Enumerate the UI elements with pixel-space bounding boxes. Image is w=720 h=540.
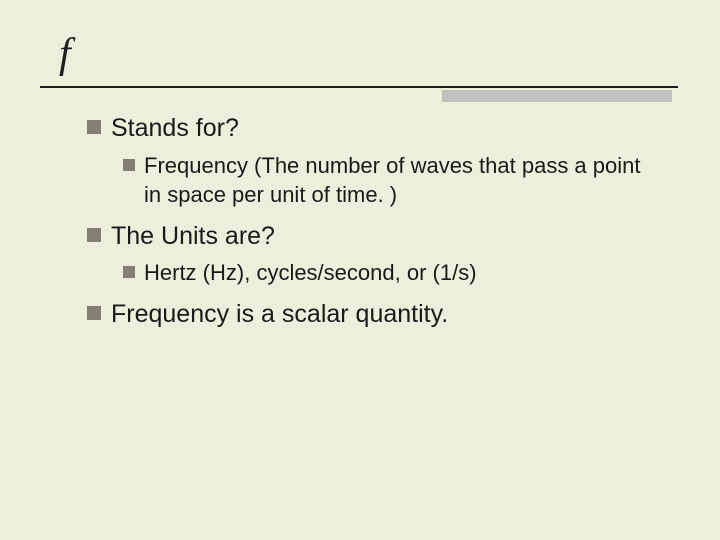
title-underline	[55, 86, 670, 90]
bullet-text: Stands for?	[111, 112, 239, 145]
bullet-text: Hertz (Hz), cycles/second, or (1/s)	[144, 258, 477, 288]
bullet-marker-icon	[123, 159, 135, 171]
slide-title: f	[55, 30, 670, 78]
bullet-item: The Units are?	[87, 220, 650, 253]
bullet-item: Hertz (Hz), cycles/second, or (1/s)	[123, 258, 650, 288]
slide-content: Stands for? Frequency (The number of wav…	[55, 112, 670, 331]
bullet-marker-icon	[87, 228, 101, 242]
bullet-marker-icon	[87, 120, 101, 134]
bullet-text: Frequency is a scalar quantity.	[111, 298, 448, 331]
underline-main	[40, 86, 678, 88]
bullet-text: The Units are?	[111, 220, 275, 253]
bullet-marker-icon	[87, 306, 101, 320]
underline-accent	[442, 90, 672, 102]
bullet-item: Frequency is a scalar quantity.	[87, 298, 650, 331]
slide-container: f Stands for? Frequency (The number of w…	[0, 0, 720, 540]
bullet-marker-icon	[123, 266, 135, 278]
bullet-item: Stands for?	[87, 112, 650, 145]
bullet-text: Frequency (The number of waves that pass…	[144, 151, 650, 210]
bullet-item: Frequency (The number of waves that pass…	[123, 151, 650, 210]
